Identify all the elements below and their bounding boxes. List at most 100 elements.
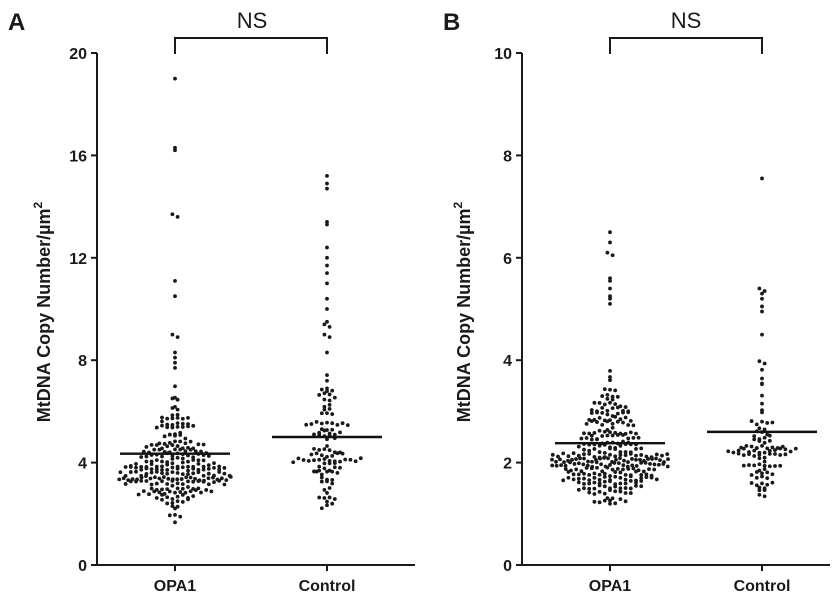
data-point bbox=[330, 421, 335, 426]
data-point bbox=[180, 425, 185, 429]
data-point bbox=[749, 444, 754, 449]
data-point bbox=[613, 489, 618, 494]
x-category-label: OPA1 bbox=[589, 578, 631, 595]
data-point bbox=[610, 406, 615, 411]
data-point bbox=[309, 422, 314, 426]
data-point bbox=[217, 478, 222, 483]
data-point bbox=[760, 474, 764, 479]
data-point bbox=[626, 460, 630, 464]
data-point bbox=[608, 296, 612, 301]
data-point bbox=[193, 476, 197, 481]
data-point bbox=[173, 512, 177, 517]
data-point bbox=[646, 457, 650, 461]
data-point bbox=[610, 425, 615, 430]
data-point bbox=[186, 479, 190, 484]
data-point bbox=[778, 463, 783, 468]
data-point bbox=[643, 460, 648, 465]
data-point bbox=[154, 425, 159, 430]
data-point bbox=[325, 281, 329, 286]
data-point bbox=[322, 496, 327, 500]
data-point bbox=[154, 496, 159, 500]
data-point bbox=[149, 467, 154, 471]
data-point bbox=[665, 452, 670, 456]
data-point bbox=[602, 484, 607, 489]
data-point bbox=[757, 439, 762, 443]
x-category-label: Control bbox=[734, 578, 791, 595]
data-point bbox=[191, 458, 196, 462]
data-point bbox=[608, 474, 612, 478]
data-point bbox=[196, 442, 201, 447]
data-point bbox=[180, 500, 185, 504]
data-point bbox=[178, 433, 183, 437]
data-point bbox=[762, 463, 767, 468]
data-point bbox=[325, 263, 329, 268]
data-point bbox=[586, 459, 590, 464]
data-point bbox=[621, 467, 625, 472]
data-point bbox=[128, 470, 133, 474]
data-point bbox=[589, 437, 594, 442]
data-point bbox=[179, 477, 184, 481]
data-point bbox=[634, 431, 638, 436]
data-point bbox=[613, 484, 618, 489]
data-point bbox=[605, 465, 610, 470]
data-point bbox=[160, 415, 164, 420]
data-point bbox=[559, 463, 564, 468]
data-point bbox=[650, 457, 654, 461]
data-point bbox=[550, 457, 554, 462]
data-point bbox=[587, 451, 592, 456]
data-point bbox=[582, 456, 586, 461]
data-point bbox=[610, 421, 615, 426]
data-point bbox=[325, 454, 329, 459]
data-point bbox=[322, 397, 327, 402]
data-point bbox=[144, 459, 149, 464]
data-point bbox=[623, 450, 628, 454]
data-point bbox=[314, 420, 319, 424]
data-point bbox=[160, 479, 164, 484]
panel-b-label: B bbox=[443, 9, 460, 36]
data-point bbox=[760, 291, 764, 296]
data-point bbox=[319, 506, 324, 511]
data-point bbox=[587, 448, 592, 453]
data-point bbox=[595, 410, 599, 415]
data-point bbox=[639, 479, 644, 483]
data-point bbox=[201, 464, 206, 469]
data-point bbox=[327, 325, 332, 329]
data-point bbox=[173, 355, 177, 360]
data-point bbox=[752, 463, 757, 468]
data-point bbox=[615, 433, 620, 437]
data-point bbox=[618, 450, 623, 454]
data-point bbox=[152, 489, 157, 494]
data-point bbox=[173, 433, 177, 438]
data-point bbox=[170, 443, 175, 447]
data-point bbox=[757, 359, 762, 364]
data-point bbox=[760, 332, 764, 337]
data-point bbox=[760, 296, 764, 301]
data-point bbox=[188, 489, 193, 494]
data-point bbox=[325, 444, 329, 448]
data-point bbox=[327, 335, 332, 340]
data-point bbox=[191, 455, 196, 460]
data-point bbox=[175, 455, 180, 460]
data-point bbox=[634, 480, 638, 485]
data-point bbox=[574, 457, 578, 461]
data-point bbox=[335, 471, 340, 475]
data-point bbox=[175, 466, 180, 471]
data-point bbox=[602, 471, 607, 476]
data-point bbox=[173, 365, 177, 370]
data-point bbox=[599, 462, 604, 467]
data-point bbox=[340, 451, 345, 456]
data-point bbox=[183, 490, 188, 495]
data-point bbox=[149, 462, 154, 467]
data-point bbox=[741, 446, 746, 451]
data-point bbox=[602, 387, 607, 392]
data-point bbox=[610, 496, 615, 501]
data-point bbox=[600, 405, 605, 410]
data-point bbox=[749, 419, 754, 423]
data-point bbox=[314, 469, 319, 474]
data-point bbox=[608, 240, 612, 245]
y-tick-label: 12 bbox=[69, 251, 87, 268]
data-point bbox=[615, 411, 620, 416]
data-point bbox=[157, 447, 162, 452]
data-point bbox=[566, 475, 571, 480]
data-point bbox=[149, 486, 154, 491]
